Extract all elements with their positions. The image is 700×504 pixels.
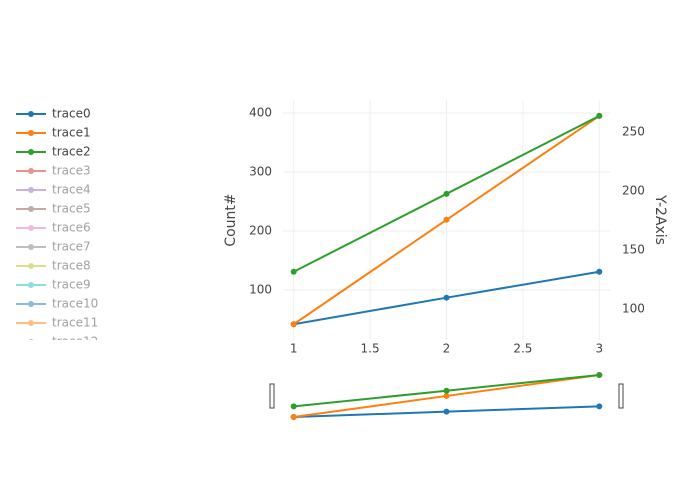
x-tick-label: 1 (290, 342, 298, 356)
x-tick-label: 1.5 (361, 342, 380, 356)
legend-marker (28, 130, 34, 136)
range-slider-handle (269, 383, 275, 409)
legend-item[interactable]: trace0 (16, 107, 91, 121)
legend-item[interactable]: trace9 (16, 278, 91, 292)
legend-marker (28, 187, 34, 193)
legend: trace0 trace1 trace2 trace3 trace4 trace5 trac… (16, 107, 98, 349)
slider-point (443, 408, 450, 415)
legend-item[interactable]: trace12 (16, 335, 98, 349)
data-point (596, 268, 603, 275)
y2-tick-label: 200 (622, 183, 645, 197)
legend-label: trace6 (52, 221, 91, 235)
y2-tick-label: 250 (622, 124, 645, 138)
slider-point (290, 414, 297, 420)
y-tick-label: 300 (249, 164, 272, 178)
legend-marker (28, 111, 34, 117)
legend-item[interactable]: trace7 (16, 240, 91, 254)
legend-marker (28, 320, 34, 326)
legend-item[interactable]: trace11 (16, 316, 98, 330)
legend-label: trace0 (52, 107, 91, 121)
legend-marker (28, 244, 34, 250)
y-tick-label: 200 (249, 224, 272, 238)
legend-item[interactable]: trace5 (16, 202, 91, 216)
y2-tick-label: 150 (622, 242, 645, 256)
slider-point (596, 372, 603, 378)
slider-point (596, 403, 603, 410)
legend-item[interactable]: trace2 (16, 145, 91, 159)
legend-marker (28, 168, 34, 174)
legend-marker (28, 339, 34, 340)
data-point (290, 321, 297, 328)
legend-item[interactable]: trace6 (16, 221, 91, 235)
y2-tick-label: 100 (622, 301, 645, 315)
y-tick-label: 100 (249, 283, 272, 297)
legend-marker (28, 225, 34, 231)
data-point (596, 112, 603, 119)
slider-point (443, 392, 450, 399)
legend-marker (28, 149, 34, 155)
y-tick-label: 400 (249, 105, 272, 119)
legend-label: trace2 (52, 145, 91, 159)
legend-label: trace12 (52, 335, 98, 349)
legend-marker (28, 263, 34, 269)
legend-label: trace7 (52, 240, 91, 254)
legend-item[interactable]: trace10 (16, 297, 98, 311)
range-slider-handle (618, 383, 624, 409)
legend-item[interactable]: trace8 (16, 259, 91, 273)
legend-label: trace4 (52, 183, 91, 197)
legend-label: trace3 (52, 164, 91, 178)
y-axis-title: Count# (223, 193, 239, 246)
x-tick-label: 2.5 (513, 342, 532, 356)
legend-label: trace10 (52, 297, 98, 311)
x-tick-label: 3 (595, 342, 603, 356)
data-point (290, 268, 297, 275)
legend-marker (28, 301, 34, 307)
legend-label: trace11 (52, 316, 98, 330)
data-point (443, 294, 450, 301)
legend-label: trace8 (52, 259, 91, 273)
legend-label: trace9 (52, 278, 91, 292)
slider-point (443, 387, 450, 394)
legend-item[interactable]: trace4 (16, 183, 91, 197)
legend-label: trace1 (52, 126, 91, 140)
legend-label: trace5 (52, 202, 91, 216)
slider-point (290, 403, 297, 410)
legend-item[interactable]: trace1 (16, 126, 91, 140)
data-point (443, 190, 450, 197)
y2-axis-title: Y-2Axis (652, 194, 668, 245)
data-point (443, 216, 450, 223)
x-tick-label: 2 (443, 342, 451, 356)
legend-item[interactable]: trace3 (16, 164, 91, 178)
legend-marker (28, 206, 34, 212)
legend-marker (28, 282, 34, 288)
